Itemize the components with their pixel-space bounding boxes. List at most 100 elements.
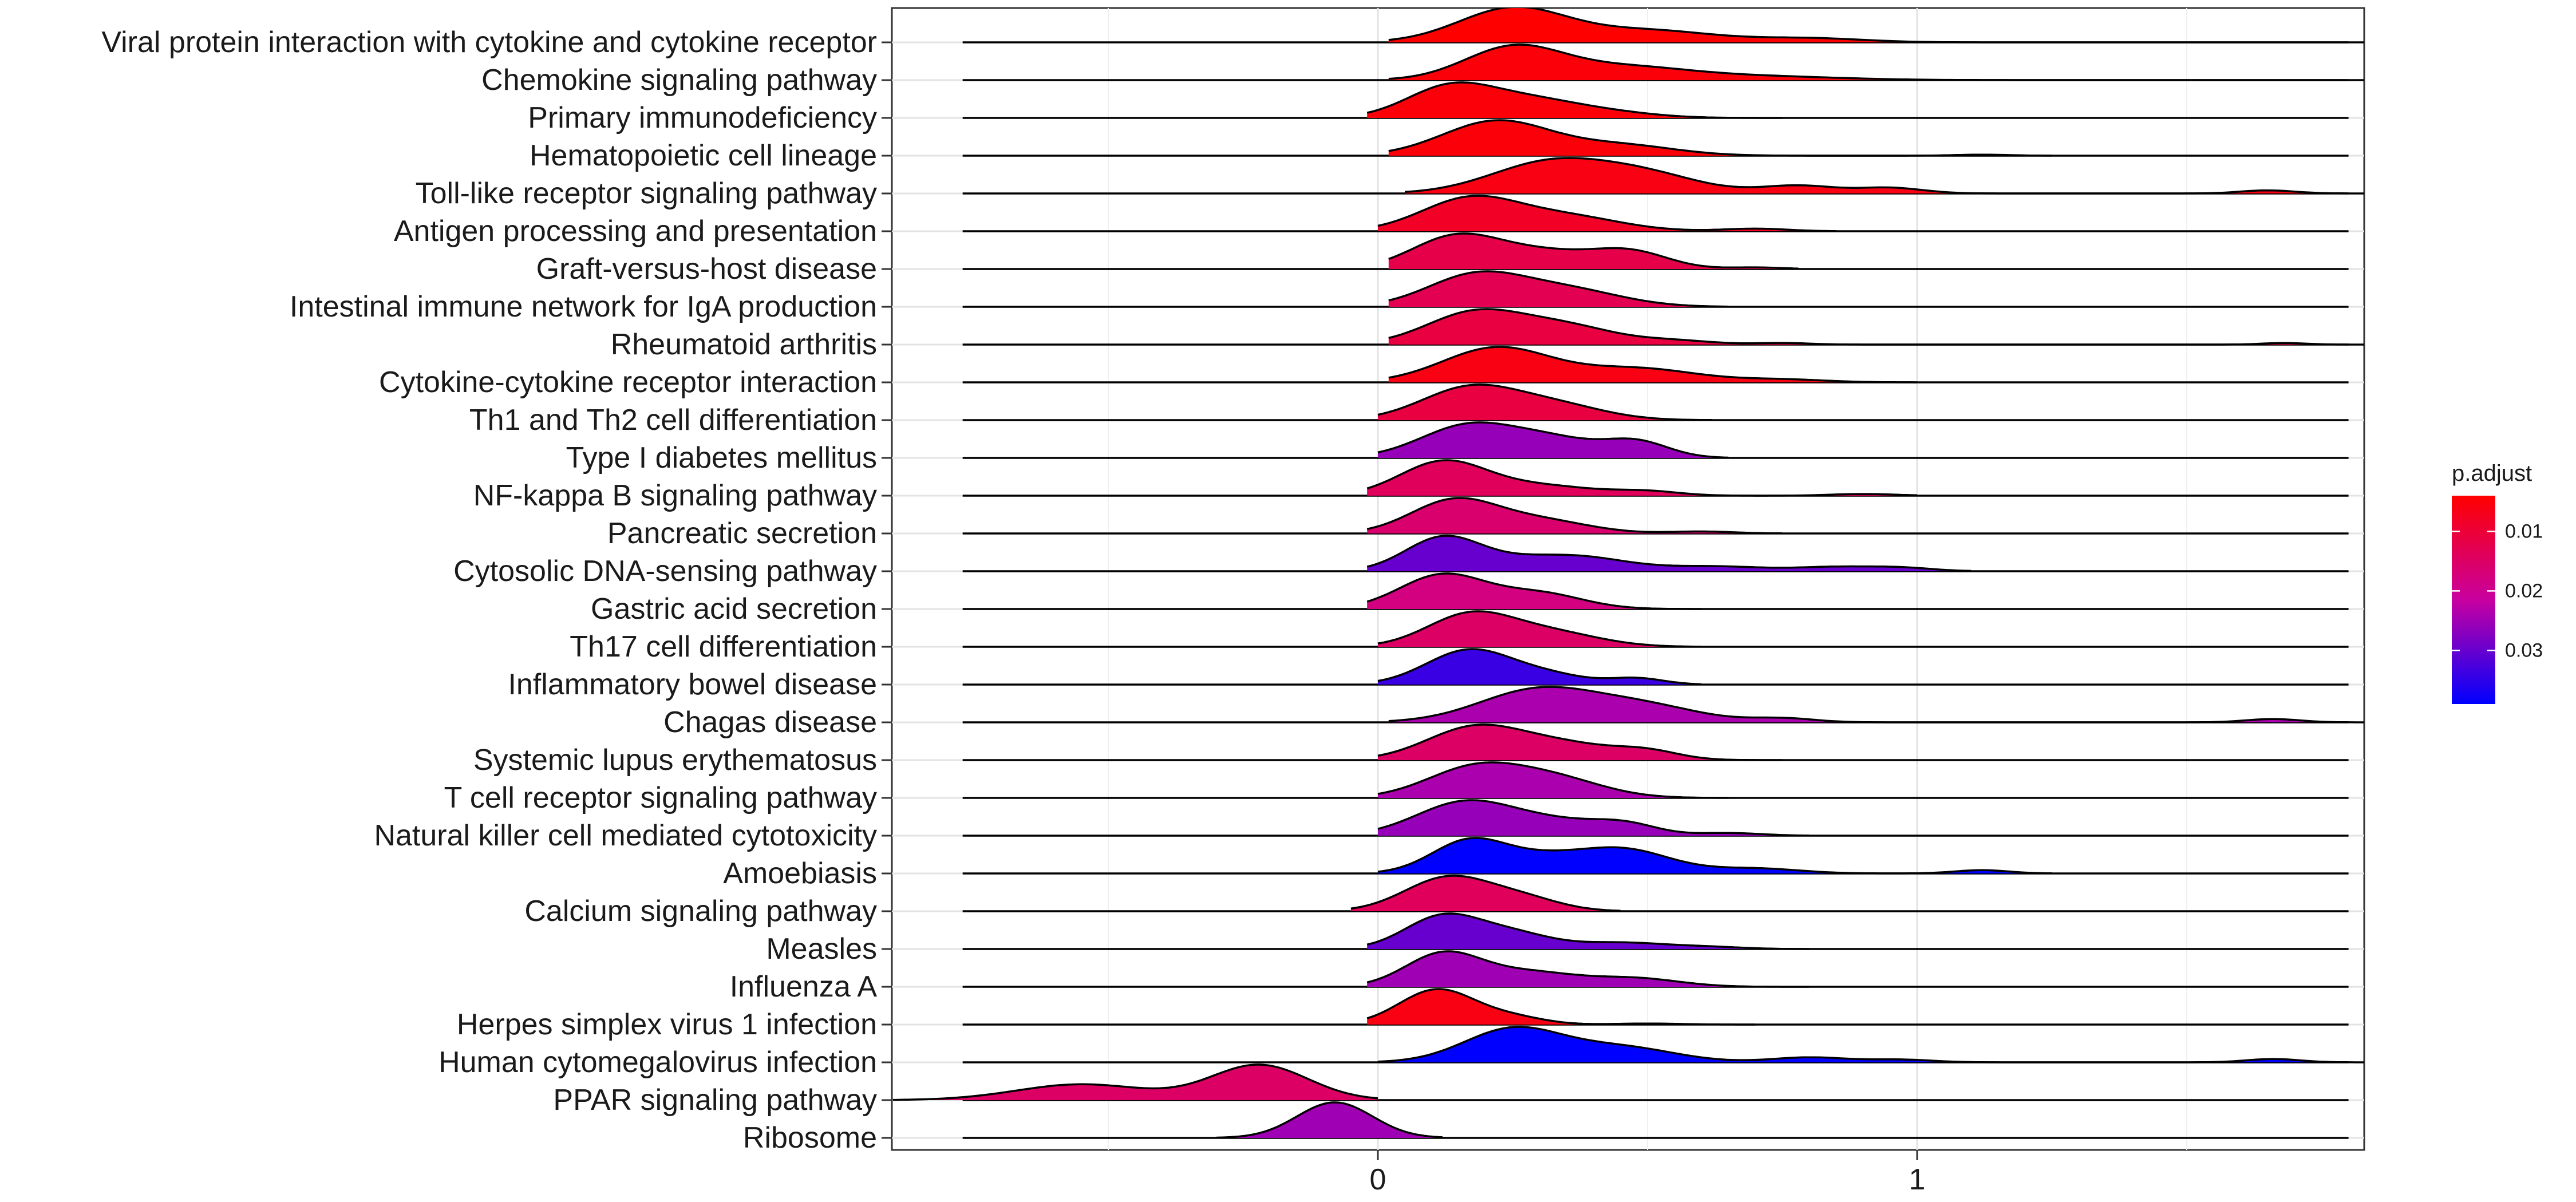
ridge-4 [962,119,2349,157]
ridge-23 [962,837,2349,875]
ridge-14 [962,497,2349,535]
ridge-density-fill [1378,838,2052,873]
ridge-density-outline [1366,497,1783,535]
ridge-density-outline [1366,572,1702,610]
ridge-3 [962,81,2349,119]
y-tick-label: Pancreatic secretion [607,517,877,550]
ridge-density-outline [1377,761,1729,799]
ridge-11 [962,383,2349,421]
ridge-density-fill [1367,951,1809,987]
ridge-density-fill [1367,536,1971,571]
legend-tick-label: 0.01 [2505,520,2543,542]
ridge-18 [962,648,2349,686]
ridge-density-fill [1388,8,2364,42]
y-tick-label: Herpes simplex virus 1 infection [457,1008,877,1041]
ridge-density-outline [1377,648,1702,686]
ridge-density-outline [1388,308,2364,346]
y-tick-label: Ribosome [743,1121,877,1154]
ridge-density-outline [1404,157,2364,195]
ridge-density-fill [1388,120,2052,156]
ridge-density-outline [1377,383,1713,421]
ridge-30 [962,1101,2349,1139]
ridge-density-outline [1366,81,1783,119]
ridge-28 [962,1026,2364,1063]
legend: p.adjust 0.01 0.02 0.03 [2452,461,2543,704]
y-tick-label: Inflammatory bowel disease [508,668,877,701]
ridge-density-fill [1378,611,1702,647]
y-tick-label: Intestinal immune network for IgA produc… [290,290,877,323]
ridge-9 [962,308,2364,346]
ridge-density-outline [1366,535,1971,572]
y-tick-label: Gastric acid secretion [591,592,877,626]
ridge-density-outline [1388,44,2364,81]
y-tick-label: PPAR signaling pathway [553,1084,877,1117]
y-tick-label: Toll-like receptor signaling pathway [416,177,877,210]
ridge-13 [962,459,2349,497]
y-tick-label: Hematopoietic cell lineage [530,139,877,172]
legend-ticks: 0.01 0.02 0.03 [2452,520,2543,661]
ridge-density-fill [1378,649,1702,685]
y-tick-label: Natural killer cell mediated cytotoxicit… [374,819,877,852]
ridge-6 [962,195,2349,232]
ridge-density-fill [1378,385,1712,420]
y-tick-label: Human cytomegalovirus infection [438,1046,877,1079]
ridge-19 [962,686,2364,723]
ridge-density-outline [1377,799,1809,837]
ridge-density-fill [1378,422,1729,458]
ridge-24 [962,875,2349,912]
ridge-26 [962,950,2349,988]
y-tick-label: Graft-versus-host disease [536,252,877,286]
ridge-8 [962,270,2349,308]
ridge-density-outline [1388,8,2364,44]
legend-tick-label: 0.03 [2505,639,2543,661]
y-tick-label: Calcium signaling pathway [524,895,877,928]
ridge-density-fill [1367,460,1917,496]
ridge-16 [962,572,2349,610]
ridge-density-outline [1388,232,1799,270]
y-tick-label: Cytokine-cytokine receptor interaction [379,366,877,399]
ridge-density-fill [1388,271,1729,307]
ridge-density-outline [1388,119,2052,157]
ridge-10 [962,346,2349,383]
y-tick-label: Chemokine signaling pathway [481,64,877,97]
ridge-1 [962,8,2364,44]
x-tick-label: 0 [1370,1163,1386,1196]
ridge-density-fill [1367,498,1783,533]
ridge-density-fill [1388,234,1799,269]
ridge-density-outline [1388,270,1729,308]
ridge-density-outline [1350,875,1621,912]
y-tick-label: Measles [766,932,877,966]
x-tick-label: 1 [1909,1163,1926,1196]
y-tick-label: Chagas disease [663,706,877,739]
ridge-density-fill [1367,914,1809,949]
y-tick-label: Systemic lupus erythematosus [473,744,877,777]
y-tick-label: Type I diabetes mellitus [566,441,877,475]
ridge-density-outline [1388,686,2364,723]
ridge-density-fill [1388,45,2364,80]
ridge-density-outline [1377,421,1729,459]
y-tick-label: Primary immunodeficiency [528,101,877,135]
y-tick-label: Th17 cell differentiation [570,630,877,663]
ridge-density-fill [1367,574,1702,609]
ridge-density-fill [1367,989,1756,1025]
ridge-density-outline [1377,195,1836,232]
ridge-density-fill [1388,347,1917,382]
ridge-density-fill [1388,687,2364,722]
ridge-density-outline [1366,950,1809,988]
ridge-density-outline [1366,988,1756,1026]
ridge-25 [962,912,2349,950]
y-tick-label: Amoebiasis [723,857,877,890]
ridge-density-fill [1405,158,2364,193]
y-tick-label: Influenza A [730,970,878,1003]
ridge-27 [962,988,2349,1026]
y-axis-labels: Viral protein interaction with cytokine … [101,26,892,1154]
ridge-density-fill [1367,82,1783,118]
ridge-density-outline [1388,346,1917,383]
y-tick-label: T cell receptor signaling pathway [444,781,877,814]
ridge-density-outline [1377,610,1702,648]
ridge-density-outline [1366,459,1918,497]
legend-tick-label: 0.02 [2505,580,2543,602]
ridge-density-outline [1366,912,1809,950]
ridges [892,8,2364,1139]
